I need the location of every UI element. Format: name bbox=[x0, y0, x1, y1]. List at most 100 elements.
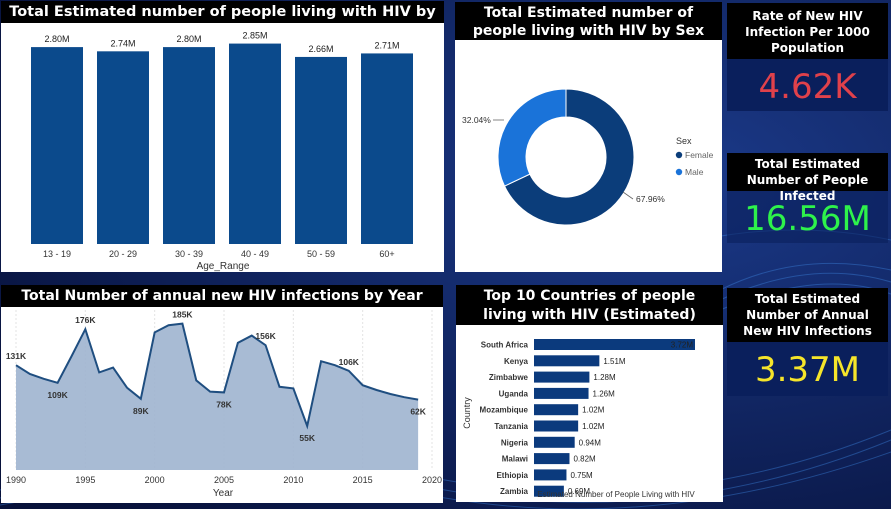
year-point-label: 131K bbox=[6, 351, 27, 361]
kpi-infection-rate: Rate of New HIV Infection Per 1000 Popul… bbox=[727, 3, 888, 111]
year-tick-label: 2015 bbox=[353, 475, 373, 485]
kpi-people-infected-value: 16.56M bbox=[744, 199, 871, 239]
country-tick-label: South Africa bbox=[481, 341, 529, 350]
age-tick-label: 50 - 59 bbox=[307, 249, 335, 259]
year-tick-label: 2000 bbox=[145, 475, 165, 485]
year-point-label: 176K bbox=[75, 315, 96, 325]
age-bar-label: 2.80M bbox=[176, 34, 201, 44]
countries-chart-panel: Top 10 Countries of people living with H… bbox=[456, 285, 723, 502]
country-bar bbox=[534, 371, 590, 383]
country-bar bbox=[534, 339, 695, 350]
year-point-label: 106K bbox=[339, 357, 360, 367]
age-bar-chart: 2.80M 13 - 19 2.74M 20 - 29 2.80M 30 - 39 2.85… bbox=[31, 31, 413, 272]
country-bar bbox=[534, 436, 575, 448]
year-point-label: 89K bbox=[133, 406, 149, 416]
year-point-label: 156K bbox=[255, 331, 276, 341]
annual-area-chart: 131K 109K 176K 89K 185K 78K 156K 55K 106K 62K 1990… bbox=[6, 310, 442, 499]
country-bar bbox=[534, 387, 589, 399]
kpi-annual-new-infections-value: 3.37M bbox=[754, 350, 861, 390]
age-bar-label: 2.71M bbox=[374, 40, 399, 50]
donut-slice-female bbox=[503, 88, 635, 226]
country-bar bbox=[534, 485, 564, 497]
countries-bar-chart: South Africa 3.72M Kenya 1.51M Zimbabwe 1.28M… bbox=[462, 339, 695, 499]
kpi-infection-rate-title: Rate of New HIV Infection Per 1000 Popul… bbox=[727, 3, 888, 59]
legend-title: Sex bbox=[676, 136, 692, 146]
country-bar-label: 3.72M bbox=[671, 341, 694, 350]
country-tick-label: Kenya bbox=[504, 357, 529, 366]
age-x-axis-label: Age_Range bbox=[197, 261, 250, 272]
country-tick-label: Zambia bbox=[500, 487, 529, 496]
country-tick-label: Mozambique bbox=[480, 406, 529, 415]
legend-label-male: Male bbox=[685, 167, 704, 177]
year-line bbox=[15, 322, 419, 430]
legend-marker-male bbox=[675, 168, 683, 176]
country-bar-label: 1.51M bbox=[603, 357, 626, 366]
age-bar bbox=[163, 47, 215, 245]
age-tick-label: 20 - 29 bbox=[109, 249, 137, 259]
year-tick-label: 2020 bbox=[422, 475, 442, 485]
age-tick-label: 60+ bbox=[379, 249, 394, 259]
sex-donut-chart: 67.96% 32.04% Sex Female Male bbox=[462, 88, 714, 226]
country-tick-label: Zimbabwe bbox=[489, 373, 529, 382]
age-tick-label: 30 - 39 bbox=[175, 249, 203, 259]
age-bar-label: 2.85M bbox=[242, 31, 267, 41]
annual-chart-title: Total Number of annual new HIV infection… bbox=[1, 285, 443, 307]
country-bar bbox=[534, 469, 567, 481]
country-tick-label: Tanzania bbox=[494, 422, 528, 431]
age-bar-label: 2.80M bbox=[44, 34, 69, 44]
country-tick-label: Ethiopia bbox=[496, 471, 528, 480]
age-chart-title: Total Estimated number of people living … bbox=[1, 1, 444, 42]
country-bar bbox=[534, 420, 579, 432]
age-bar bbox=[361, 53, 413, 244]
kpi-annual-new-infections-title: Total Estimated Number of Annual New HIV… bbox=[727, 288, 888, 342]
country-bar bbox=[534, 453, 570, 465]
age-bar bbox=[229, 43, 281, 245]
countries-chart-title: Top 10 Countries of people living with H… bbox=[456, 285, 723, 325]
year-point-label: 55K bbox=[299, 433, 315, 443]
year-point-label: 109K bbox=[47, 390, 68, 400]
kpi-people-infected-title: Total Estimated Number of People Infecte… bbox=[727, 153, 888, 203]
country-bar bbox=[534, 355, 600, 367]
kpi-people-infected: Total Estimated Number of People Infecte… bbox=[727, 153, 888, 243]
year-tick-label: 2010 bbox=[283, 475, 303, 485]
country-tick-label: Malawi bbox=[502, 455, 528, 464]
age-bar-label: 2.74M bbox=[110, 38, 135, 48]
country-bar-label: 1.26M bbox=[593, 389, 616, 398]
country-x-axis-label: Estimated Number of People Living with H… bbox=[537, 490, 695, 499]
country-bar bbox=[534, 404, 579, 416]
year-tick-label: 2005 bbox=[214, 475, 234, 485]
country-bar-label: 1.02M bbox=[582, 422, 605, 431]
kpi-annual-new-infections: Total Estimated Number of Annual New HIV… bbox=[727, 288, 888, 396]
year-point-label: 185K bbox=[172, 310, 193, 320]
sex-chart-panel: Total Estimated number of people living … bbox=[455, 2, 722, 272]
age-bar bbox=[97, 51, 149, 244]
year-x-axis-label: Year bbox=[213, 488, 234, 499]
sex-chart-title: Total Estimated number of people living … bbox=[455, 2, 722, 40]
country-tick-label: Uganda bbox=[499, 389, 529, 398]
year-area-fill bbox=[16, 323, 419, 470]
legend-label-female: Female bbox=[685, 150, 714, 160]
year-point-label: 78K bbox=[216, 399, 232, 409]
donut-label-male: 32.04% bbox=[462, 115, 491, 125]
country-bar-label: 1.28M bbox=[593, 373, 616, 382]
country-y-axis-label: Country bbox=[462, 397, 472, 429]
annual-chart-panel: Total Number of annual new HIV infection… bbox=[1, 285, 443, 503]
donut-leader-female bbox=[622, 191, 634, 200]
year-tick-label: 1995 bbox=[75, 475, 95, 485]
kpi-infection-rate-value: 4.62K bbox=[758, 67, 857, 107]
donut-slice-male bbox=[497, 88, 567, 187]
donut-label-female: 67.96% bbox=[636, 194, 665, 204]
country-bar-label: 0.69M bbox=[568, 487, 591, 496]
country-bar-label: 0.75M bbox=[570, 471, 593, 480]
age-tick-label: 40 - 49 bbox=[241, 249, 269, 259]
year-tick-label: 1990 bbox=[6, 475, 26, 485]
legend-marker-female bbox=[675, 151, 683, 159]
country-bar-label: 0.82M bbox=[573, 455, 596, 464]
age-bar-label: 2.66M bbox=[308, 44, 333, 54]
country-bar-label: 0.94M bbox=[579, 438, 602, 447]
year-point-label: 62K bbox=[410, 407, 426, 417]
country-bar-label: 1.02M bbox=[582, 406, 605, 415]
age-bar bbox=[31, 47, 83, 245]
country-tick-label: Nigeria bbox=[501, 438, 529, 447]
age-bar bbox=[295, 56, 347, 244]
